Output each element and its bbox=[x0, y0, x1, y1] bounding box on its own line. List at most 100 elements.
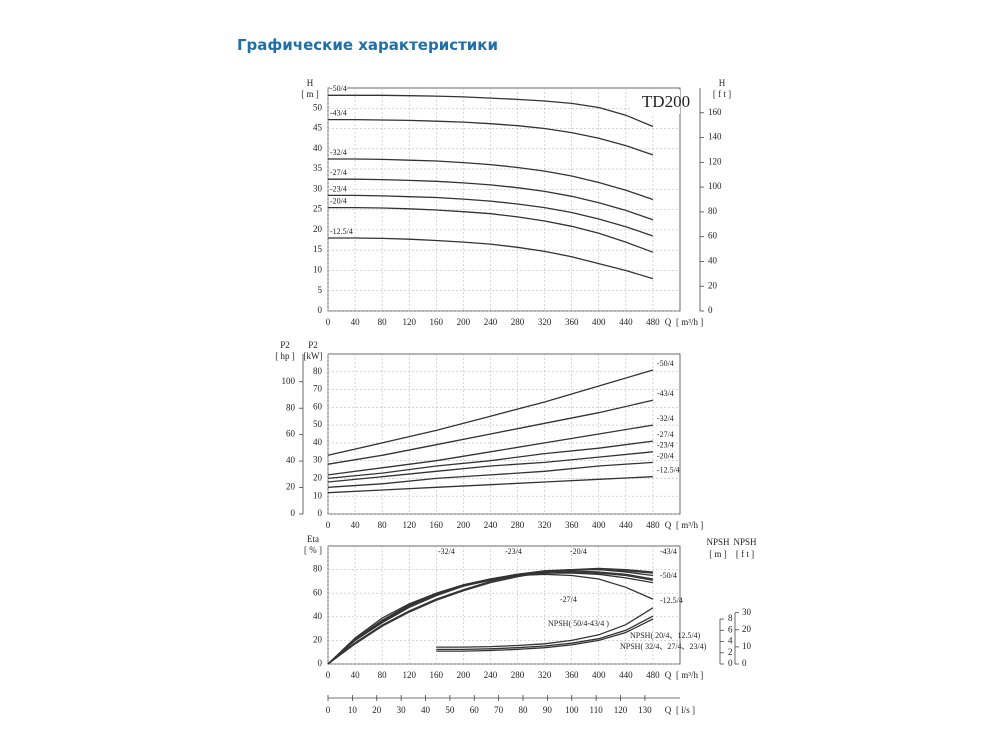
y-tick-label: 45 bbox=[313, 123, 323, 133]
series-label: -43/4 bbox=[657, 389, 674, 398]
y-axis-unit: [ m ] bbox=[301, 89, 319, 99]
x-tick-label: 0 bbox=[326, 520, 331, 530]
x2-tick-label: 130 bbox=[638, 705, 652, 715]
y-tick-label: 0 bbox=[318, 658, 323, 668]
x-axis-label: Q bbox=[665, 317, 672, 327]
x-tick-label: 160 bbox=[430, 317, 444, 327]
x-tick-label: 440 bbox=[619, 670, 633, 680]
y-axis-unit: [ % ] bbox=[304, 545, 322, 555]
series-line bbox=[327, 476, 653, 494]
series-label: -23/4 bbox=[330, 184, 347, 193]
series-label: -23/4 bbox=[657, 441, 674, 450]
y3-tick-label: 0 bbox=[742, 658, 747, 668]
x2-tick-label: 10 bbox=[348, 705, 358, 715]
series-line bbox=[327, 571, 654, 665]
x2-axis-unit: [ l/s ] bbox=[676, 705, 695, 715]
x-tick-label: 320 bbox=[538, 317, 552, 327]
x-tick-label: 0 bbox=[326, 317, 331, 327]
y-axis-label: H bbox=[307, 78, 314, 88]
y2-axis-label: H bbox=[719, 78, 726, 88]
x-tick-label: 40 bbox=[351, 520, 361, 530]
y2-tick-label: 60 bbox=[708, 231, 718, 241]
y-tick-label: 10 bbox=[313, 265, 323, 275]
x-tick-label: 440 bbox=[619, 317, 633, 327]
series-label: -27/4 bbox=[330, 168, 347, 177]
x-tick-label: 400 bbox=[592, 670, 606, 680]
series-line bbox=[328, 206, 654, 253]
y-tick-label: 20 bbox=[313, 224, 323, 234]
x-tick-label: 240 bbox=[484, 520, 498, 530]
x-tick-label: 400 bbox=[592, 520, 606, 530]
x2-tick-label: 40 bbox=[421, 705, 431, 715]
x2-tick-label: 60 bbox=[470, 705, 480, 715]
series-label: -50/4 bbox=[657, 359, 674, 368]
x-tick-label: 40 bbox=[351, 317, 361, 327]
y3-tick-label: 30 bbox=[742, 607, 752, 617]
label-bg bbox=[330, 184, 347, 194]
y2-tick-label: 140 bbox=[708, 132, 722, 142]
plot-frame bbox=[327, 87, 681, 312]
y3-axis-label: NPSH bbox=[733, 537, 757, 547]
x-tick-label: 0 bbox=[326, 670, 331, 680]
x-tick-label: 480 bbox=[646, 317, 660, 327]
y2-tick-label: 80 bbox=[286, 402, 296, 412]
x-tick-label: 160 bbox=[430, 520, 444, 530]
y-tick-label: 25 bbox=[313, 204, 323, 214]
series-line bbox=[328, 178, 654, 221]
label-bg bbox=[330, 168, 347, 178]
y-axis-label: P2 bbox=[308, 340, 318, 350]
x-axis-unit: [ m³/h ] bbox=[676, 520, 703, 530]
y2-tick-label: 4 bbox=[728, 636, 733, 646]
x-tick-label: 120 bbox=[402, 670, 416, 680]
x2-tick-label: 50 bbox=[445, 705, 455, 715]
x-tick-label: 360 bbox=[565, 520, 579, 530]
x-tick-label: 40 bbox=[351, 670, 361, 680]
label-bg bbox=[330, 108, 347, 118]
series-line bbox=[327, 440, 653, 480]
series-line bbox=[327, 424, 654, 476]
series-label: NPSH( 20/4、12.5/4) bbox=[630, 631, 701, 640]
x-tick-label: 320 bbox=[538, 520, 552, 530]
series-line bbox=[436, 618, 654, 652]
series-label: -12.5/4 bbox=[657, 465, 680, 474]
y2-tick-label: 160 bbox=[708, 107, 722, 117]
x-tick-label: 440 bbox=[619, 520, 633, 530]
x-tick-label: 320 bbox=[538, 670, 552, 680]
x-tick-label: 160 bbox=[430, 670, 444, 680]
series-line bbox=[327, 399, 654, 465]
x-tick-label: 200 bbox=[457, 520, 471, 530]
y-tick-label: 20 bbox=[313, 473, 323, 483]
x2-axis-label: Q bbox=[665, 705, 672, 715]
x-tick-label: 200 bbox=[457, 670, 471, 680]
series-label: -32/4 bbox=[657, 414, 674, 423]
series-line bbox=[327, 369, 654, 456]
y-tick-label: 40 bbox=[313, 437, 323, 447]
y2-tick-label: 60 bbox=[286, 429, 296, 439]
series-label: -27/4 bbox=[560, 595, 577, 604]
series-label: -43/4 bbox=[330, 108, 347, 117]
x-tick-label: 480 bbox=[646, 670, 660, 680]
y-tick-label: 40 bbox=[313, 611, 323, 621]
x-tick-label: 120 bbox=[402, 317, 416, 327]
series-line bbox=[327, 567, 653, 665]
y3-axis-unit: [ f t ] bbox=[736, 549, 754, 559]
y2-tick-label: 2 bbox=[728, 647, 733, 657]
x2-tick-label: 30 bbox=[397, 705, 407, 715]
series-line bbox=[327, 451, 653, 483]
series-line bbox=[328, 118, 654, 156]
y2-tick-label: 40 bbox=[708, 256, 718, 266]
y2-tick-label: 0 bbox=[291, 508, 296, 518]
x-tick-label: 280 bbox=[511, 317, 525, 327]
y-tick-label: 60 bbox=[313, 587, 323, 597]
label-bg bbox=[330, 226, 353, 236]
label-bg bbox=[330, 147, 347, 157]
series-label: -32/4 bbox=[330, 148, 347, 157]
x-tick-label: 240 bbox=[484, 670, 498, 680]
y-tick-label: 5 bbox=[318, 285, 323, 295]
y2-tick-label: 80 bbox=[708, 206, 718, 216]
label-bg bbox=[330, 84, 347, 94]
series-label: -20/4 bbox=[657, 451, 674, 460]
y-axis-label: Eta bbox=[307, 534, 319, 544]
